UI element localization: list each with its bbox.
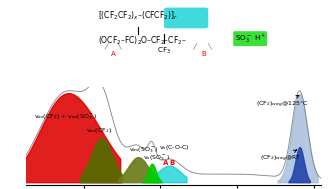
Text: v$_{as}$(CF$_2$): v$_{as}$(CF$_2$) <box>86 126 112 135</box>
Text: v$_{as}$(SO$_3^-$): v$_{as}$(SO$_3^-$) <box>129 146 159 155</box>
Text: B: B <box>201 51 206 57</box>
Text: (OCF$_2$–FC)$_2$O–CF$_2$–CF$_2$–: (OCF$_2$–FC)$_2$O–CF$_2$–CF$_2$– <box>98 34 187 46</box>
Text: v$_s$(SO$_3^-$): v$_s$(SO$_3^-$) <box>143 153 170 163</box>
Text: v$_{as}$(CF$_2$) + v$_{as}$(SO$_3^-$): v$_{as}$(CF$_2$) + v$_{as}$(SO$_3^-$) <box>34 112 97 122</box>
Text: A: A <box>111 51 115 57</box>
Text: B: B <box>169 160 174 166</box>
Text: A: A <box>163 160 168 166</box>
Text: v$_s$(C-O-C): v$_s$(C-O-C) <box>158 143 189 152</box>
FancyBboxPatch shape <box>164 8 208 28</box>
Text: [(CF$_2$CF$_2$)$_x$–(CFCF$_2$)]$_r$: [(CF$_2$CF$_2$)$_x$–(CFCF$_2$)]$_r$ <box>98 9 178 22</box>
Text: SO$_3^-$ H$^+$: SO$_3^-$ H$^+$ <box>235 33 266 45</box>
Text: (CF$_2$)$_{wag}$@RT: (CF$_2$)$_{wag}$@RT <box>260 150 301 164</box>
Text: (CF$_2$)$_{wag}$@125°C: (CF$_2$)$_{wag}$@125°C <box>256 95 309 110</box>
Text: CF$_3$: CF$_3$ <box>157 45 171 56</box>
